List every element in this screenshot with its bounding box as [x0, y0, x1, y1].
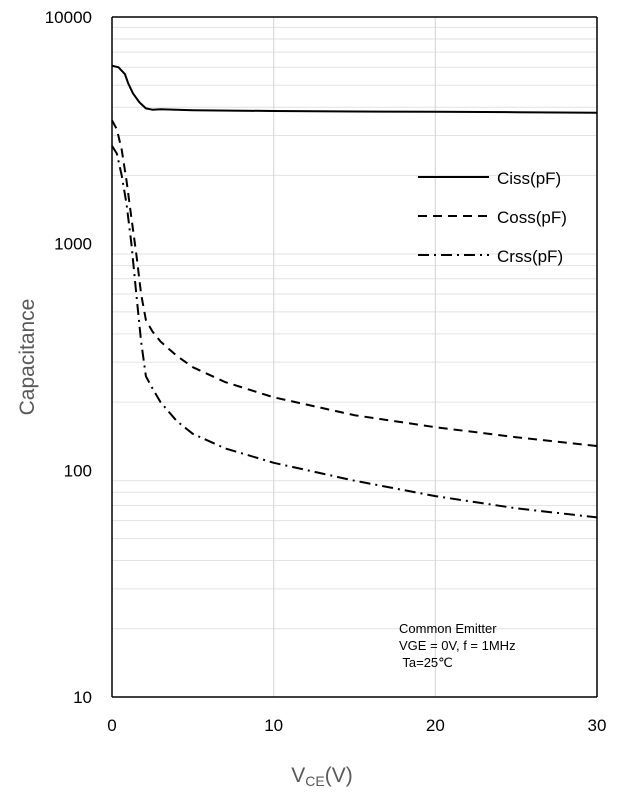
legend-label-ciss: Ciss(pF): [497, 169, 561, 188]
x-tick-label: 10: [264, 716, 283, 735]
x-tick-label: 20: [426, 716, 445, 735]
y-axis-title: Capacitance: [16, 299, 39, 416]
x-tick-label: 30: [588, 716, 607, 735]
legend-label-coss: Coss(pF): [497, 208, 567, 227]
y-tick-label: 10: [73, 688, 92, 707]
x-axis-title-main: V: [291, 764, 305, 787]
x-axis-title-subscript: CE: [305, 773, 324, 789]
grid: [112, 17, 597, 697]
annotation-box: Common Emitter VGE = 0V, f = 1MHz Ta=25℃: [399, 621, 516, 670]
series-group: [111, 64, 598, 519]
legend: Ciss(pF) Coss(pF) Crss(pF): [418, 169, 567, 266]
tick-labels: 0 10 20 30 10 100 1000 10000: [45, 8, 607, 735]
y-tick-label: 10000: [45, 8, 92, 27]
x-axis-title-unit: (V): [325, 764, 353, 787]
legend-label-crss: Crss(pF): [497, 247, 563, 266]
annotation-line-1: Common Emitter: [399, 621, 497, 636]
y-tick-label: 100: [64, 461, 92, 480]
x-tick-label: 0: [107, 716, 116, 735]
y-tick-label: 1000: [54, 235, 92, 254]
x-axis-title: VCE(V): [291, 764, 352, 789]
axes: [111, 16, 598, 698]
series-line-ciss-pf: [111, 64, 598, 114]
series-line-crss-pf: [111, 145, 598, 519]
annotation-line-3: Ta=25℃: [399, 655, 453, 670]
series-line-coss-pf: [111, 119, 598, 447]
annotation-line-2: VGE = 0V, f = 1MHz: [399, 638, 516, 653]
